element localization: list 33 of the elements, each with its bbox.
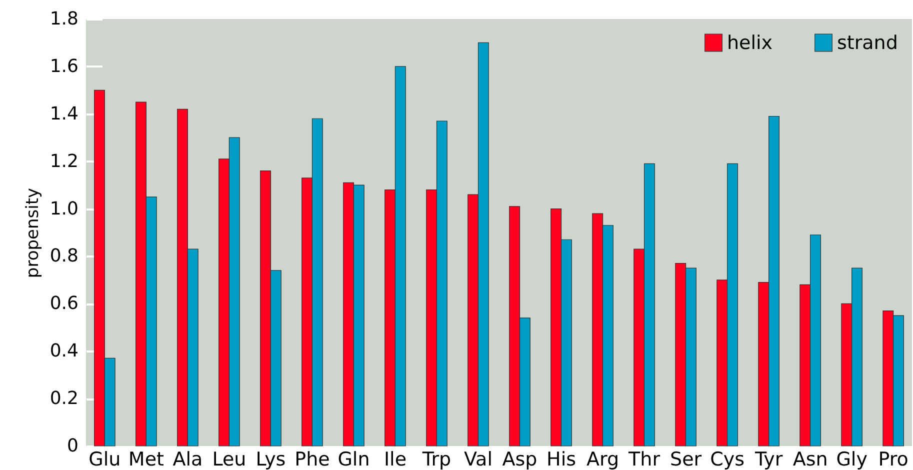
x-tick-label: Leu [212,448,246,470]
y-tick-label: 1.2 [50,150,78,172]
x-tick-label: Val [464,448,492,470]
x-tick-label: Glu [88,448,121,470]
x-tick-label: Ile [384,448,407,470]
y-tick-label: 0 [67,436,78,456]
x-tick-label: Ala [172,448,203,470]
x-tick-label: Trp [421,448,452,470]
y-tick-label: 0.2 [50,388,78,410]
x-tick-label: Arg [586,448,620,470]
x-tick-label: Asn [792,448,828,470]
x-tick-label: Cys [710,448,744,470]
y-tick-label: 1.4 [50,103,78,124]
x-tick-label: Met [128,448,164,470]
legend-label: helix [727,32,773,54]
x-tick-label: His [546,448,576,470]
y-tick-label: 0.6 [50,293,78,314]
x-tick-label: Ser [670,448,702,470]
x-tick-label: Lys [256,448,286,470]
y-axis-title: propensity [22,188,43,278]
x-tick-label: Thr [628,448,660,470]
x-tick-label: Asp [502,448,538,470]
x-tick-label: Gln [338,448,370,470]
x-tick-label: Pro [878,448,908,470]
y-tick-label: 1.0 [50,198,78,220]
x-tick-label: Phe [294,448,330,470]
y-tick-label: 1.6 [50,56,78,77]
y-tick-label: 0.8 [50,246,78,267]
y-tick-label: 1.8 [50,8,78,30]
x-tick-label: Tyr [754,448,783,470]
x-tick-label: Gly [836,448,868,470]
y-tick-label: 0.4 [50,340,78,362]
legend-label: strand [837,32,898,54]
